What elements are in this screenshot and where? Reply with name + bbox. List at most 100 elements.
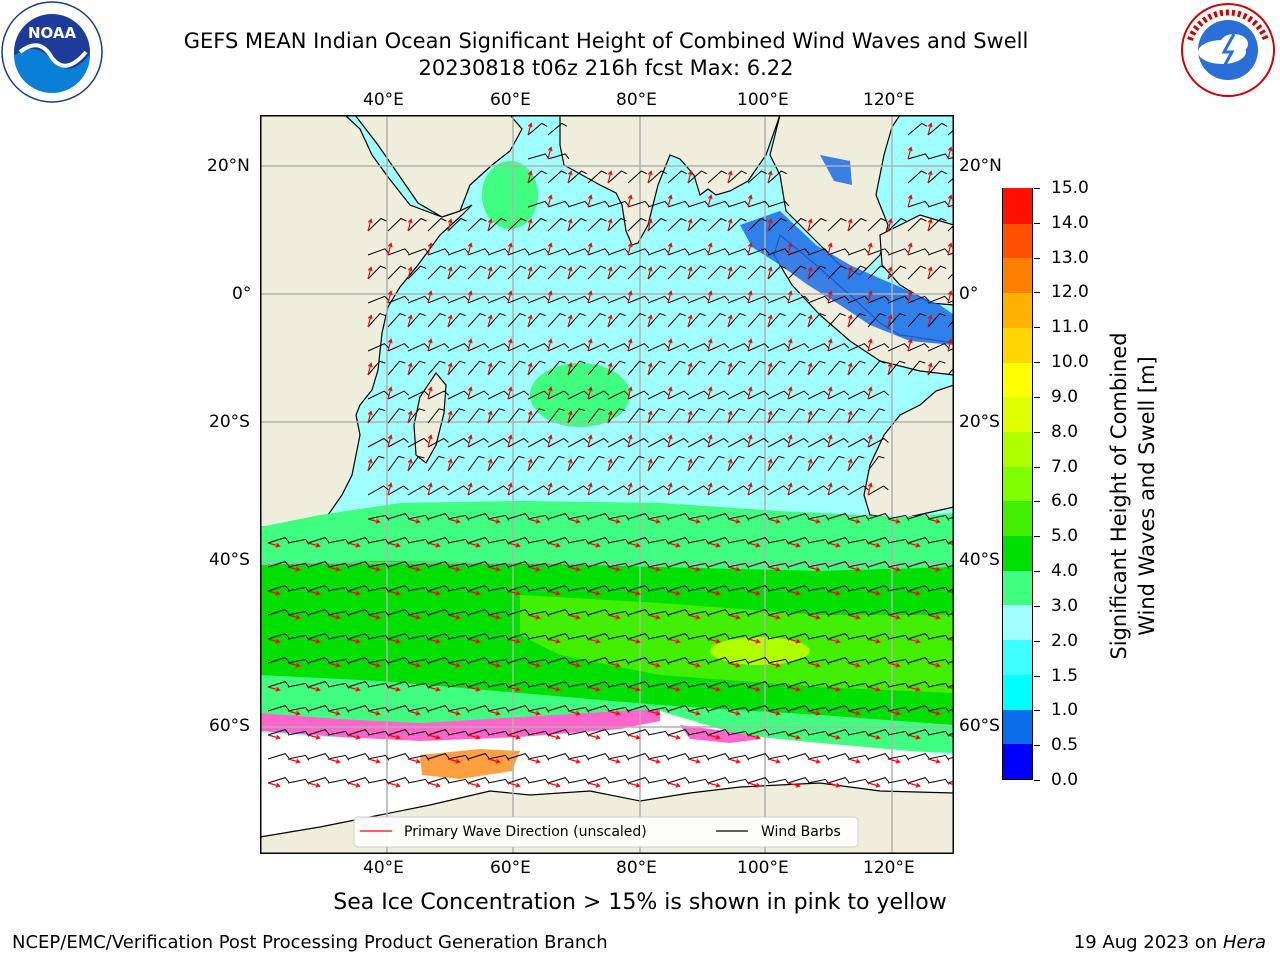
wind-barb: [887, 514, 910, 521]
wave-direction-arrow: [387, 290, 393, 304]
wind-barb: [407, 586, 430, 593]
wind-barb: [667, 705, 690, 712]
wave-direction-arrow: [827, 638, 841, 644]
wind-barb: [707, 585, 730, 592]
colorbar-segment: [1003, 430, 1032, 467]
wind-barb: [707, 170, 727, 184]
wind-barb: [567, 437, 589, 448]
wave-direction-arrow: [567, 458, 573, 472]
wind-barb: [827, 537, 850, 544]
wind-barb: [547, 248, 570, 256]
wind-barb: [407, 730, 430, 737]
colorbar-tick-label: 0.0: [1051, 770, 1079, 790]
wind-barb: [367, 538, 390, 545]
wave-direction-arrow: [527, 758, 541, 764]
wave-direction-arrow: [827, 590, 841, 596]
wind-barb: [607, 658, 630, 665]
wind-barb: [887, 217, 907, 232]
wave-direction-arrow: [607, 362, 613, 376]
wave-direction-arrow: [747, 542, 761, 548]
wave-direction-arrow: [707, 290, 713, 304]
wave-direction-arrow: [907, 194, 913, 208]
wind-barb: [447, 658, 470, 665]
wind-barb: [307, 729, 330, 736]
wind-barb: [747, 360, 766, 376]
wave-direction-arrow: [807, 362, 813, 376]
wind-barb: [507, 513, 530, 520]
wind-barb: [427, 390, 449, 400]
nws-logo-icon: [1181, 3, 1275, 97]
wind-barb: [667, 729, 690, 736]
wind-barb: [527, 658, 550, 665]
wind-barb: [667, 777, 690, 784]
wind-barb: [767, 706, 790, 713]
wind-barb: [887, 360, 906, 376]
wave-direction-arrow: [427, 338, 433, 352]
wind-barb: [387, 248, 410, 256]
wind-barb: [787, 561, 810, 568]
wind-barb: [427, 408, 445, 424]
wave-direction-arrow: [827, 338, 833, 352]
wind-barb: [507, 633, 530, 640]
wind-barb: [767, 658, 790, 665]
wind-barb: [507, 681, 530, 688]
wind-barb: [527, 610, 550, 617]
wave-direction-arrow: [647, 566, 661, 572]
wave-direction-arrow: [767, 218, 773, 232]
wind-barb: [807, 754, 830, 761]
wind-barb: [427, 313, 446, 328]
wind-barb: [847, 217, 867, 232]
wave-direction-arrow: [727, 410, 733, 424]
wind-barb: [887, 265, 907, 280]
wind-barb: [367, 706, 390, 713]
wave-direction-arrow: [707, 638, 721, 644]
wind-barb: [347, 729, 370, 736]
wind-barb: [387, 295, 410, 304]
wind-barb: [587, 217, 607, 232]
lat-tick-left-4: 40°S: [209, 550, 250, 570]
wind-barb: [607, 778, 630, 785]
wind-barb: [727, 730, 750, 737]
wind-barb: [807, 682, 830, 689]
wave-direction-arrow: [887, 518, 901, 524]
wind-barb: [707, 633, 730, 640]
lat-tick-left-1: 20°N: [207, 156, 250, 176]
map-title-line1: GEFS MEAN Indian Ocean Significant Heigh…: [183, 29, 1029, 53]
wind-barb: [687, 455, 705, 472]
wind-barb: [467, 455, 485, 472]
wind-barb: [427, 360, 446, 376]
wind-barb: [407, 634, 430, 641]
wind-barb: [667, 753, 690, 760]
wind-barb: [647, 562, 670, 569]
wind-barb: [567, 610, 590, 617]
colorbar-segment: [1003, 187, 1032, 224]
wind-barb: [287, 658, 310, 665]
colorbar-segment: [1003, 465, 1032, 502]
wind-barb: [547, 313, 566, 328]
wind-barb: [667, 248, 690, 256]
wind-barb: [807, 248, 830, 256]
wind-barb: [587, 265, 607, 280]
wave-direction-arrow: [807, 458, 813, 472]
colorbar-segment: [1003, 708, 1032, 745]
wind-barb: [827, 343, 850, 352]
wind-barb: [307, 633, 330, 640]
wind-barb: [647, 313, 666, 328]
wave-direction-arrow: [527, 458, 533, 472]
wind-barb: [747, 485, 769, 496]
wind-barb: [927, 514, 950, 521]
wave-direction-arrow: [587, 734, 601, 740]
wind-barb: [467, 585, 490, 592]
wave-direction-arrow: [847, 566, 861, 572]
wind-barb: [807, 485, 829, 496]
wind-barb: [607, 360, 626, 376]
wave-direction-arrow: [767, 758, 781, 764]
wind-barb: [687, 200, 710, 208]
wind-barb: [827, 265, 847, 280]
wave-direction-arrow: [267, 686, 281, 692]
wind-barb: [287, 706, 310, 713]
wind-barb: [767, 343, 790, 352]
wind-barb: [367, 295, 390, 304]
wave-direction-arrow: [647, 362, 653, 376]
wave-direction-arrow: [547, 386, 553, 400]
